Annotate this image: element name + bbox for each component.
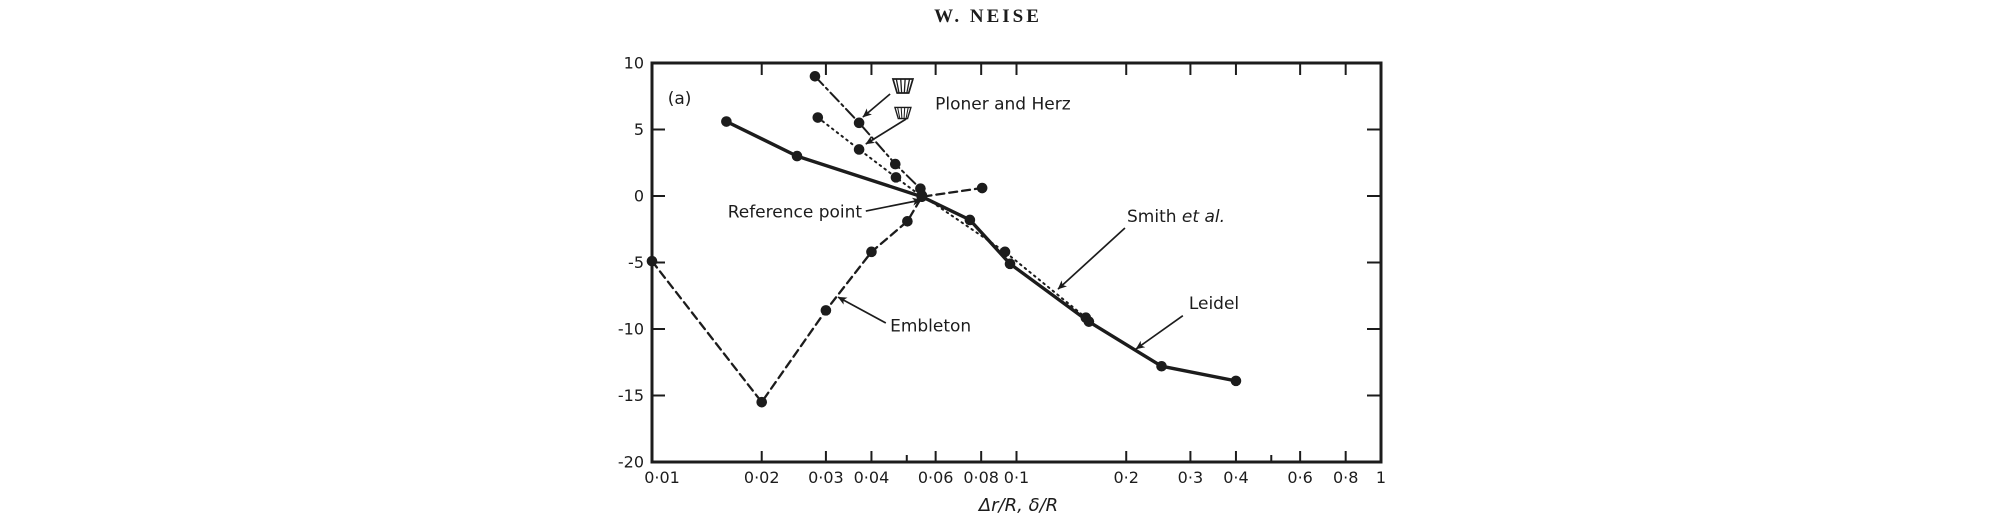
- embleton-label: Embleton: [890, 317, 971, 337]
- data-point: [902, 215, 913, 227]
- data-point: [721, 116, 732, 127]
- y-tick-label: -15: [618, 386, 644, 405]
- x-tick-label: 0·3: [1178, 468, 1203, 487]
- data-point: [853, 144, 865, 155]
- y-tick-label: 5: [634, 120, 644, 139]
- data-point: [853, 117, 865, 129]
- series-line-ploner-and-herz-upper-cut-off: [814, 75, 922, 190]
- axis-tick-labels: 10 5 0 -5 -10 -15 -200·01 0·02 0·03 0·04 0·06 0·08 0…: [618, 54, 1386, 488]
- x-tick-label: 0·2: [1113, 468, 1138, 487]
- data-point: [915, 183, 926, 194]
- panel-label: (a): [668, 89, 692, 109]
- data-point: [866, 246, 877, 258]
- data-point: [646, 255, 658, 267]
- series-line-smith-et-al: [920, 194, 1087, 319]
- x-tick-label: 0·6: [1287, 468, 1312, 487]
- data-point: [809, 71, 821, 82]
- data-point: [820, 305, 832, 316]
- smith-label: Smith et al.: [1127, 207, 1225, 227]
- ploner-herz-label: Ploner and Herz: [935, 95, 1071, 115]
- x-tick-label: 0·08: [963, 468, 999, 487]
- x-tick-label: 0·1: [1004, 468, 1029, 487]
- y-tick-label: 10: [624, 54, 644, 73]
- x-tick-label: 0·02: [744, 468, 780, 487]
- y-tick-label: -5: [628, 253, 644, 272]
- x-tick-label: 0·01: [644, 468, 680, 487]
- series-group: [646, 71, 1242, 408]
- leidel-label: Leidel: [1189, 294, 1239, 314]
- leidel-arrow: [1135, 315, 1184, 350]
- reference-arrow: [865, 197, 922, 212]
- data-point: [756, 396, 768, 408]
- data-point: [1004, 258, 1016, 270]
- y-tick-label: -20: [618, 453, 644, 472]
- data-point: [889, 158, 901, 170]
- series-line-leidel: [724, 119, 1238, 383]
- cutoff-symbol-2-icon: [894, 106, 912, 120]
- ploner-arrow-2: [865, 118, 907, 145]
- embleton-arrow: [837, 296, 887, 324]
- smith-arrow: [1057, 227, 1126, 290]
- data-point: [1230, 375, 1242, 387]
- data-point: [791, 150, 803, 162]
- y-tick-label: -10: [618, 320, 644, 339]
- data-point: [890, 172, 902, 183]
- x-tick-label: 0·8: [1333, 468, 1358, 487]
- x-tick-label: 0·4: [1223, 468, 1248, 487]
- x-tick-label: 0·06: [918, 468, 954, 487]
- x-tick-label: 1: [1376, 468, 1386, 487]
- series-line-ploner-and-herz-lower-cut-off: [816, 116, 923, 198]
- y-tick-label: 0: [634, 187, 644, 206]
- data-point: [964, 214, 976, 226]
- data-point: [812, 112, 824, 123]
- x-axis-label: Δr/R, δ/R: [977, 495, 1058, 516]
- page-running-title: W. NEISE: [934, 6, 1042, 27]
- data-point: [976, 182, 988, 194]
- x-tick-label: 0·04: [854, 468, 890, 487]
- data-point: [1156, 360, 1167, 372]
- data-point: [1080, 312, 1092, 323]
- data-point: [999, 246, 1011, 258]
- cutoff-symbol-1-icon: [891, 78, 915, 94]
- reference-point-label: Reference point: [728, 202, 863, 222]
- x-tick-label: 0·03: [808, 468, 844, 487]
- ploner-arrow-1: [862, 93, 891, 118]
